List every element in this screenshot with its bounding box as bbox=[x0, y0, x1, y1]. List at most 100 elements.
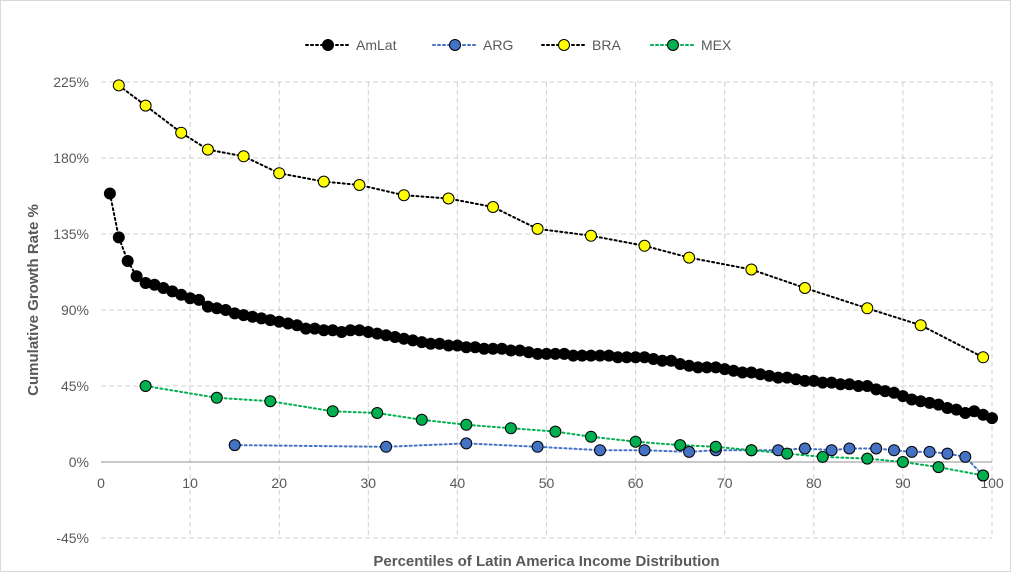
legend-item-amlat: AmLat bbox=[305, 37, 397, 53]
data-point-mex bbox=[861, 452, 874, 465]
data-point-arg bbox=[870, 442, 883, 455]
x-tick-label: 90 bbox=[895, 475, 911, 491]
legend-label-mex: MEX bbox=[701, 37, 732, 53]
data-point-bra bbox=[139, 99, 152, 112]
data-point-bra bbox=[487, 201, 499, 213]
data-point-bra bbox=[683, 251, 696, 264]
x-tick-label: 70 bbox=[717, 475, 733, 491]
data-point-bra bbox=[977, 351, 990, 364]
series-layer bbox=[103, 79, 998, 482]
data-point-bra bbox=[585, 229, 597, 242]
legend: AmLat ARG BRA MEX bbox=[305, 37, 732, 53]
x-axis-title: Percentiles of Latin America Income Dist… bbox=[373, 553, 719, 570]
data-point-mex bbox=[674, 439, 687, 452]
legend-item-mex: MEX bbox=[650, 37, 732, 53]
data-point-arg bbox=[923, 445, 936, 458]
data-point-bra bbox=[745, 263, 758, 276]
data-point-bra bbox=[531, 222, 544, 235]
y-tick-label: 180% bbox=[53, 150, 89, 166]
legend-item-bra: BRA bbox=[541, 37, 621, 53]
data-point-mex bbox=[977, 469, 990, 482]
data-point-arg bbox=[959, 450, 972, 463]
data-point-bra bbox=[273, 167, 286, 180]
data-point-mex bbox=[585, 430, 597, 443]
data-point-arg bbox=[905, 445, 918, 458]
data-point-bra bbox=[175, 126, 188, 139]
data-point-bra bbox=[112, 79, 125, 92]
legend-marker-arg bbox=[449, 39, 461, 51]
data-point-arg bbox=[825, 444, 838, 457]
legend-label-amlat: AmLat bbox=[356, 37, 397, 53]
data-point-mex bbox=[371, 407, 384, 419]
data-point-bra bbox=[201, 143, 214, 156]
data-point-mex bbox=[460, 418, 473, 431]
legend-label-bra: BRA bbox=[592, 37, 621, 53]
data-point-mex bbox=[210, 391, 223, 404]
legend-label-arg: ARG bbox=[483, 37, 513, 53]
data-point-bra bbox=[442, 192, 455, 205]
x-tick-label: 80 bbox=[806, 475, 822, 491]
y-tick-label: 45% bbox=[61, 378, 89, 394]
x-tick-label: 20 bbox=[271, 475, 287, 491]
data-point-mex bbox=[745, 444, 758, 457]
data-point-bra bbox=[638, 239, 651, 252]
data-point-amlat bbox=[130, 270, 143, 283]
y-tick-label: -45% bbox=[56, 530, 89, 546]
data-point-mex bbox=[139, 380, 152, 392]
data-point-mex bbox=[549, 425, 562, 438]
data-point-arg bbox=[594, 444, 606, 457]
data-point-bra bbox=[237, 150, 250, 163]
y-tick-label: 135% bbox=[53, 226, 89, 242]
legend-marker-bra bbox=[558, 39, 570, 51]
data-point-arg bbox=[460, 437, 473, 450]
y-tick-label: 90% bbox=[61, 302, 89, 318]
data-point-amlat bbox=[986, 412, 998, 425]
data-point-arg bbox=[638, 444, 651, 457]
data-point-mex bbox=[709, 440, 722, 453]
y-tick-label: 225% bbox=[53, 74, 89, 90]
data-point-bra bbox=[914, 319, 927, 332]
data-point-amlat bbox=[193, 293, 205, 306]
series-line-bra bbox=[117, 84, 985, 359]
data-point-arg bbox=[798, 442, 811, 455]
data-point-mex bbox=[415, 413, 428, 426]
data-point-arg bbox=[843, 442, 856, 455]
x-tick-label: 50 bbox=[539, 475, 555, 491]
y-tick-label: 0% bbox=[69, 454, 89, 470]
x-tick-label: 60 bbox=[628, 475, 644, 491]
data-point-mex bbox=[504, 422, 517, 435]
data-point-bra bbox=[353, 179, 366, 191]
data-point-arg bbox=[683, 445, 696, 458]
data-point-mex bbox=[932, 461, 945, 474]
axis-layer: -45% 0% 45% 90% 135% 180% 225% 0 10 20 30 40 50 60 70 8… bbox=[53, 74, 1004, 546]
data-point-arg bbox=[888, 444, 900, 457]
x-tick-label: 30 bbox=[361, 475, 377, 491]
x-tick-label: 0 bbox=[97, 475, 105, 491]
legend-marker-amlat bbox=[322, 39, 334, 51]
data-point-amlat bbox=[103, 187, 116, 200]
legend-marker-mex bbox=[667, 39, 679, 51]
data-point-arg bbox=[531, 440, 544, 453]
data-point-mex bbox=[326, 405, 339, 418]
data-point-arg bbox=[380, 440, 393, 453]
x-tick-label: 40 bbox=[450, 475, 466, 491]
data-point-mex bbox=[896, 456, 909, 468]
series-line-mex bbox=[144, 385, 985, 477]
data-point-bra bbox=[397, 189, 410, 202]
y-axis-title: Cumulative Growth Rate % bbox=[25, 204, 42, 396]
data-point-bra bbox=[798, 282, 811, 294]
x-tick-label: 10 bbox=[182, 475, 198, 491]
data-point-amlat bbox=[121, 255, 134, 267]
data-point-arg bbox=[941, 447, 954, 460]
data-point-bra bbox=[317, 175, 330, 188]
data-point-mex bbox=[816, 450, 829, 463]
data-point-amlat bbox=[112, 231, 125, 244]
data-point-mex bbox=[781, 447, 794, 460]
data-point-mex bbox=[264, 395, 277, 408]
data-point-arg bbox=[228, 439, 241, 452]
grid-layer bbox=[101, 81, 993, 539]
legend-item-arg: ARG bbox=[432, 37, 513, 53]
data-point-mex bbox=[629, 435, 642, 448]
